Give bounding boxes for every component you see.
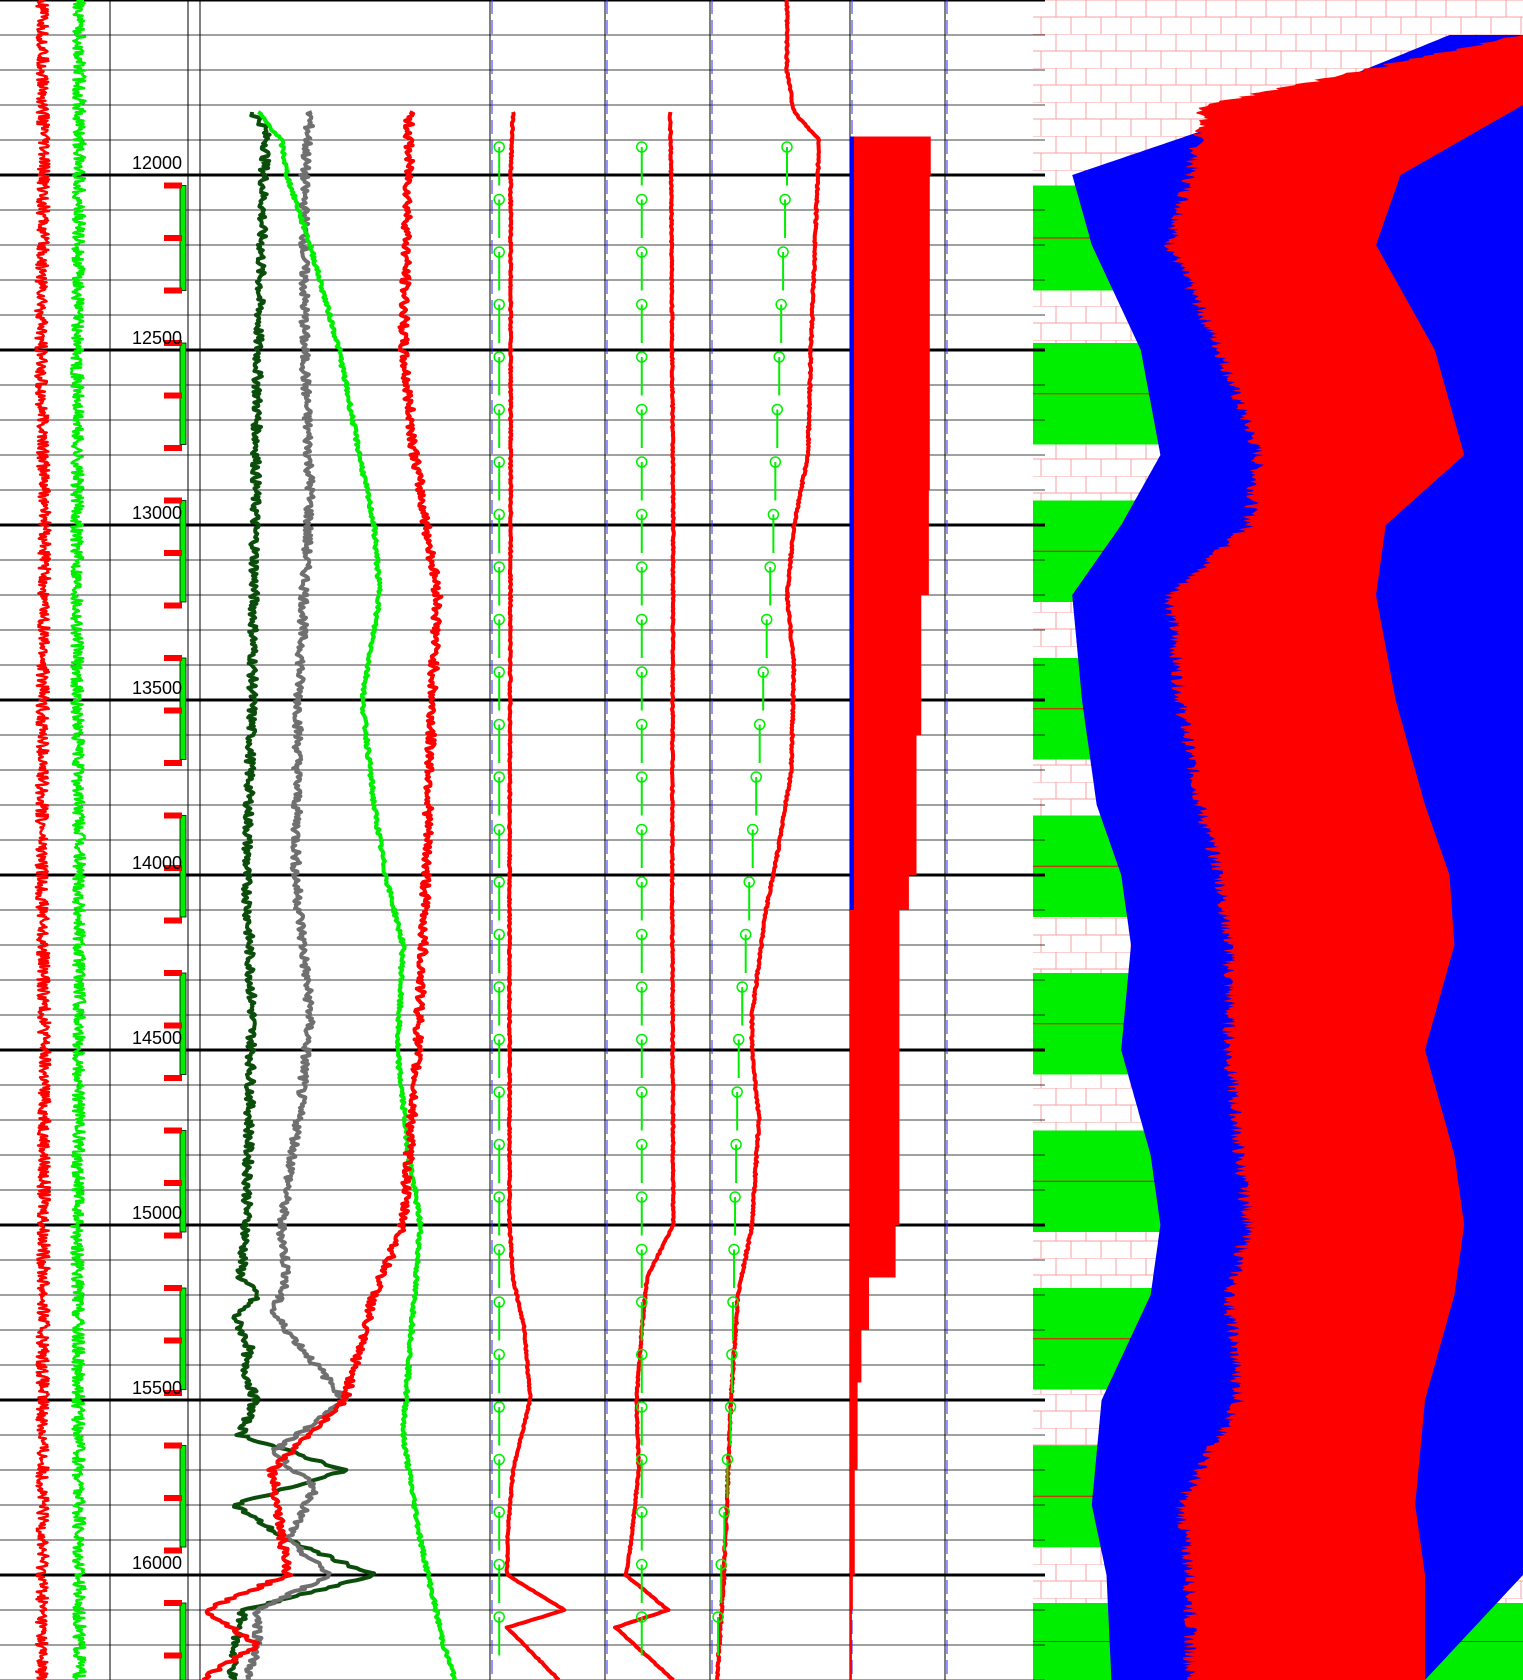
- bed-tick: [164, 1285, 182, 1291]
- bed-tick: [164, 812, 182, 819]
- bed-tick: [164, 340, 182, 346]
- bed-tick: [164, 655, 182, 661]
- log-curve: [257, 110, 457, 1680]
- bed-tick: [164, 1337, 182, 1344]
- depth-tick-label: 12500: [132, 328, 182, 348]
- log-curve: [613, 111, 676, 1680]
- bed-interval-bar: [179, 1602, 187, 1680]
- log-curve: [715, 0, 821, 1680]
- bed-tick: [164, 1495, 182, 1501]
- log-curve: [504, 111, 567, 1680]
- bed-tick: [164, 550, 182, 556]
- bed-tick: [164, 707, 182, 714]
- depth-tick-label: 12000: [132, 153, 182, 173]
- bed-tick: [164, 1180, 182, 1186]
- bed-tick: [164, 1652, 182, 1659]
- bed-tick: [164, 1232, 182, 1239]
- bed-tick: [164, 760, 182, 766]
- depth-tick-label: 15000: [132, 1203, 182, 1223]
- bed-tick: [164, 1547, 182, 1554]
- depth-tick-label: 14000: [132, 853, 182, 873]
- log-curve: [226, 111, 376, 1680]
- bed-tick: [164, 1075, 182, 1081]
- depth-tick-label: 15500: [132, 1378, 182, 1398]
- bed-tick: [164, 1127, 182, 1134]
- bed-tick: [164, 917, 182, 924]
- bed-tick: [164, 1442, 182, 1449]
- bed-tick: [164, 287, 182, 294]
- depth-tick-label: 13000: [132, 503, 182, 523]
- bed-tick: [164, 235, 182, 241]
- bed-tick: [164, 1600, 182, 1606]
- bed-tick: [164, 602, 182, 609]
- bed-tick: [164, 970, 182, 976]
- bed-tick: [164, 1022, 182, 1029]
- bed-tick: [164, 392, 182, 399]
- step-fill-area: [850, 136, 931, 1680]
- log-curve: [34, 0, 52, 1680]
- depth-tick-label: 14500: [132, 1028, 182, 1048]
- log-curve: [244, 110, 350, 1680]
- bed-tick: [164, 445, 182, 451]
- bed-tick: [164, 182, 182, 189]
- bed-tick: [164, 1390, 182, 1396]
- bed-tick: [164, 865, 182, 871]
- bed-tick: [164, 497, 182, 504]
- log-curve: [69, 0, 87, 1680]
- depth-tick-label: 16000: [132, 1553, 182, 1573]
- log-curve: [201, 110, 444, 1680]
- depth-tick-label: 13500: [132, 678, 182, 698]
- red-profile-area: [1163, 35, 1523, 1680]
